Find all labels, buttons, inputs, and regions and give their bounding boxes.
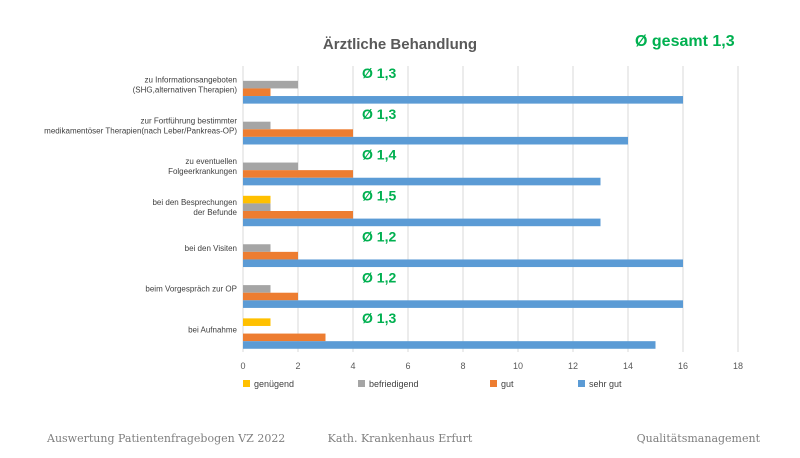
bar-befriedigend	[243, 80, 298, 89]
category-average-label: Ø 1,2	[362, 228, 396, 244]
bar-gut	[243, 129, 353, 137]
x-tick-label: 2	[295, 361, 300, 371]
category-average-label: Ø 1,3	[362, 106, 396, 122]
bar-genügend	[243, 195, 271, 204]
category-label: beim Vorgespräch zur OP	[145, 285, 237, 294]
category-label: medikamentöser Therapien(nach Leber/Pank…	[44, 126, 237, 135]
x-tick-label: 10	[513, 361, 523, 371]
x-tick-label: 6	[405, 361, 410, 371]
x-tick-label: 0	[240, 361, 245, 371]
legend-swatch	[578, 380, 585, 387]
bar-sehr-gut	[243, 177, 601, 186]
category-label: Folgeerkrankungen	[168, 167, 237, 176]
bar-befriedigend	[243, 244, 271, 252]
legend-swatch	[243, 380, 250, 387]
category-average-label: Ø 1,3	[362, 310, 396, 326]
bar-sehr-gut	[243, 300, 683, 308]
footer-center: Kath. Krankenhaus Erfurt	[327, 432, 473, 445]
category-average-label: Ø 1,3	[362, 65, 396, 81]
bar-sehr-gut	[243, 341, 656, 349]
bar-gut	[243, 88, 271, 97]
x-tick-label: 8	[460, 361, 465, 371]
legend-label: gut	[501, 379, 514, 389]
bar-gut	[243, 333, 326, 342]
x-tick-label: 12	[568, 361, 578, 371]
bar-gut	[243, 211, 353, 219]
legend-label: befriedigend	[369, 379, 419, 389]
bar-gut	[243, 251, 298, 260]
bar-befriedigend	[243, 203, 271, 211]
category-label: bei Aufnahme	[188, 326, 237, 335]
chart-title: Ärztliche Behandlung	[322, 36, 478, 53]
bar-sehr-gut	[243, 96, 683, 104]
category-label: zur Fortführung bestimmter	[141, 116, 238, 125]
x-tick-label: 18	[733, 361, 743, 371]
category-label: zu eventuellen	[185, 157, 237, 166]
category-average-label: Ø 1,4	[362, 147, 396, 163]
bar-sehr-gut	[243, 259, 683, 268]
legend-label: genügend	[254, 379, 294, 389]
bar-sehr-gut	[243, 218, 601, 227]
category-average-label: Ø 1,2	[362, 269, 396, 285]
category-label: (SHG,alternativen Therapien)	[133, 85, 238, 94]
x-tick-label: 16	[678, 361, 688, 371]
bar-befriedigend	[243, 162, 298, 171]
legend-label: sehr gut	[589, 379, 622, 389]
category-label: bei den Besprechungen	[152, 198, 237, 207]
x-tick-label: 4	[350, 361, 355, 371]
category-label: zu Informationsangeboten	[144, 75, 237, 84]
category-label: der Befunde	[193, 208, 237, 217]
overall-average: Ø gesamt 1,3	[635, 33, 735, 50]
x-tick-label: 14	[623, 361, 633, 371]
bar-gut	[243, 292, 298, 301]
legend-swatch	[358, 380, 365, 387]
bar-gut	[243, 170, 353, 178]
bar-sehr-gut	[243, 136, 628, 145]
footer-right: Qualitätsmanagement	[636, 432, 760, 445]
legend-swatch	[490, 380, 497, 387]
bar-genügend	[243, 318, 271, 326]
footer-left: Auswertung Patientenfragebogen VZ 2022	[47, 432, 286, 445]
bar-befriedigend	[243, 285, 271, 293]
bar-befriedigend	[243, 121, 271, 130]
category-label: bei den Visiten	[185, 244, 237, 253]
category-average-label: Ø 1,5	[362, 188, 396, 204]
